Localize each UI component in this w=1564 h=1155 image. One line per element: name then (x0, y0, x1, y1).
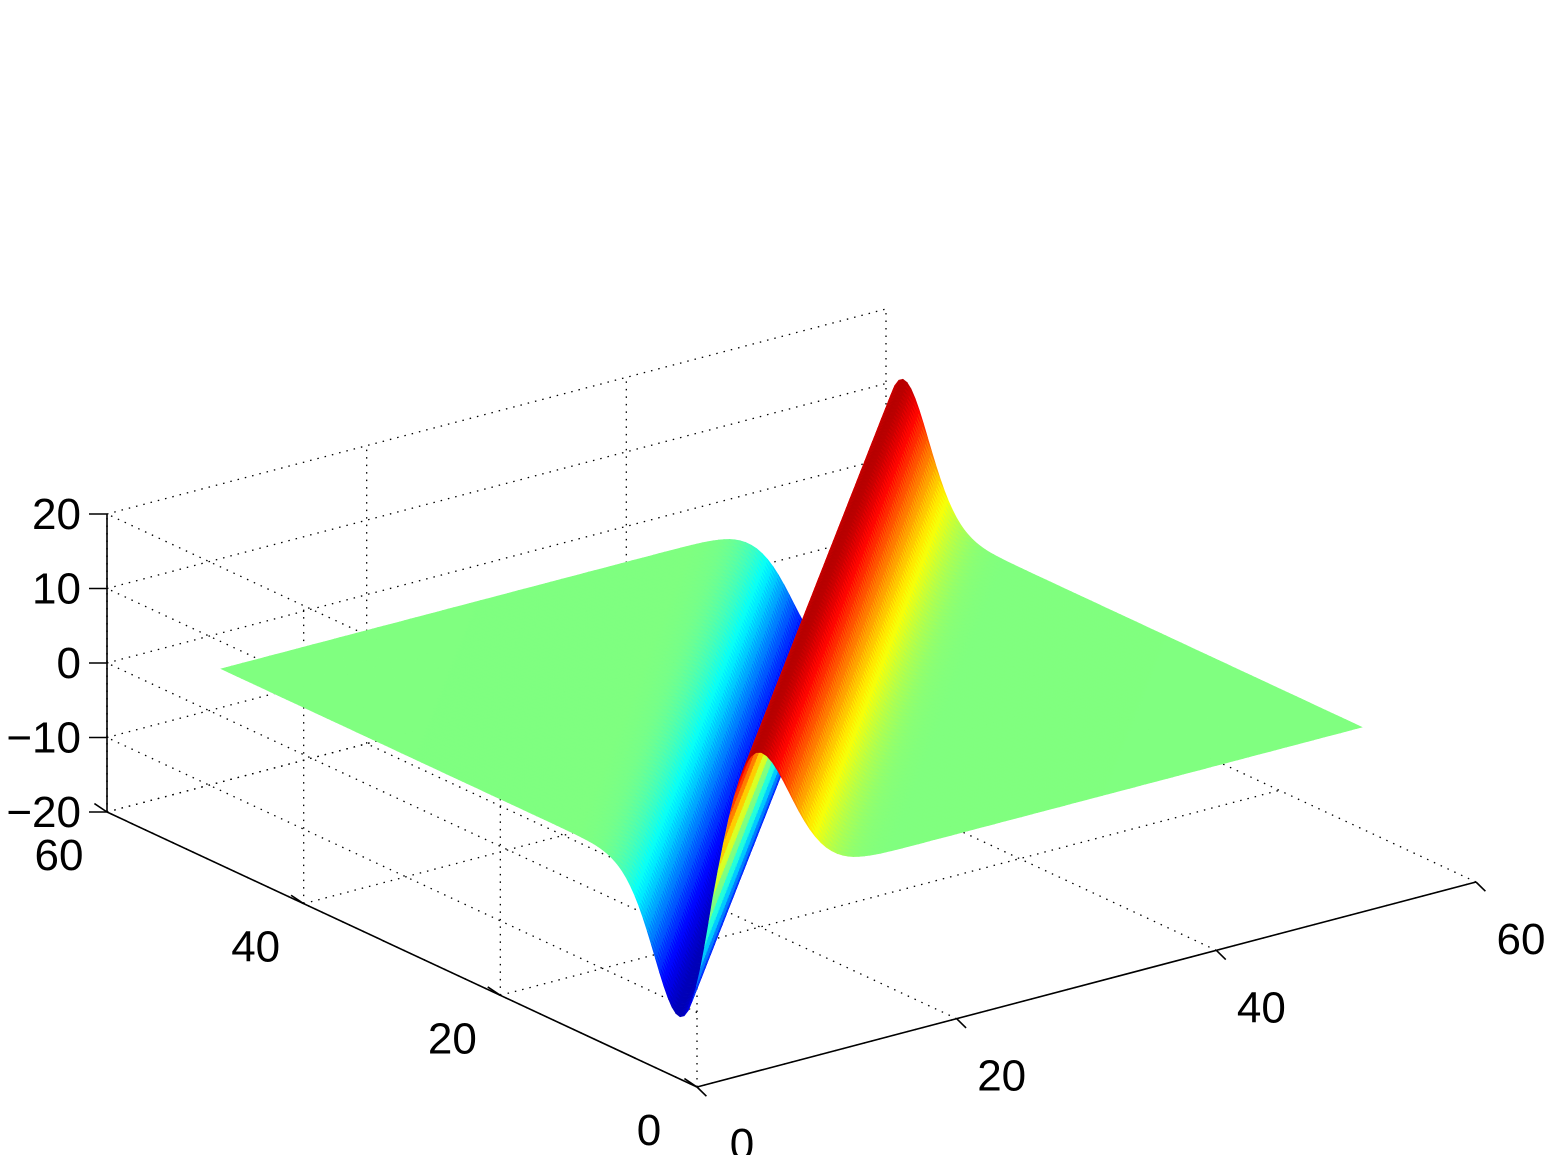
surface-mesh (220, 378, 1363, 1018)
grid-line (106, 308, 887, 515)
x-axis-line (696, 881, 1477, 1088)
grid-line (106, 382, 887, 590)
y-axis-line (106, 811, 698, 1088)
